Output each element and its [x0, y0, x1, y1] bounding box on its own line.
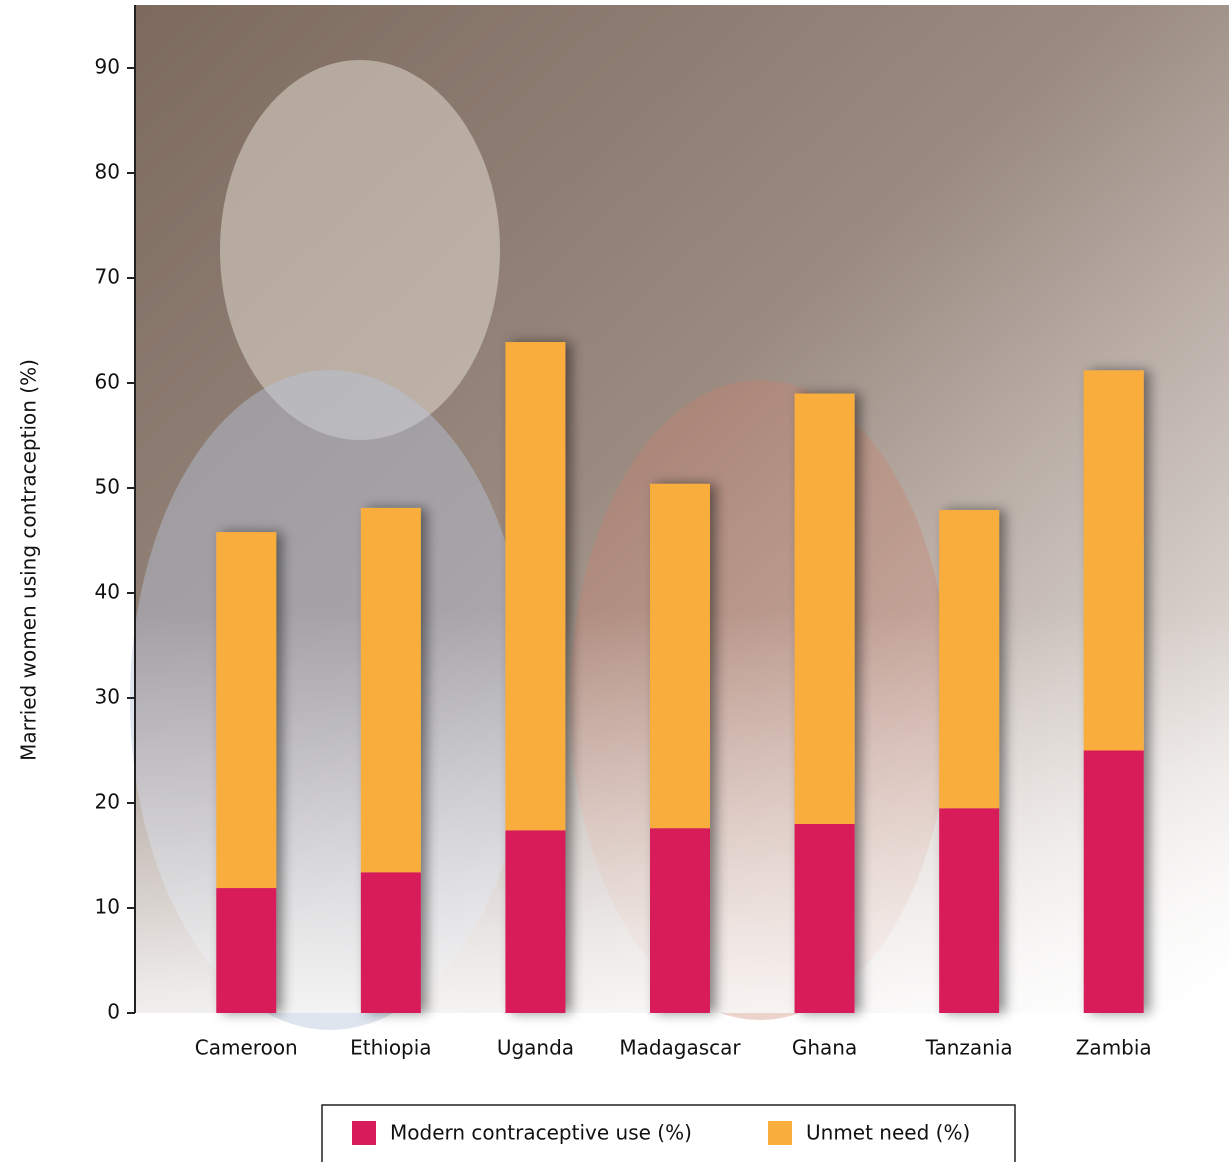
y-tick-label: 70	[95, 265, 120, 289]
bar-segment	[1083, 750, 1144, 1013]
bar-segment	[1083, 370, 1144, 751]
x-tick-label: Cameroon	[195, 1036, 298, 1060]
y-tick-label: 0	[107, 1000, 120, 1024]
bar-stack	[794, 393, 855, 1013]
bar-segment	[939, 510, 1000, 809]
bar-segment	[505, 830, 566, 1013]
bar-stack	[1083, 370, 1144, 1013]
bar-segment	[794, 824, 855, 1013]
bar-stack	[939, 510, 1000, 1013]
bar-segment	[360, 872, 421, 1013]
bar-segment	[505, 342, 566, 831]
bar-segment	[216, 532, 277, 889]
bar-stack	[650, 483, 710, 1013]
y-tick-label: 30	[95, 685, 120, 709]
x-tick-label: Uganda	[497, 1036, 574, 1060]
x-tick-label: Ethiopia	[350, 1036, 431, 1060]
bar-segment	[650, 483, 710, 829]
x-tick-label: Madagascar	[619, 1036, 741, 1060]
bar-segment	[650, 828, 710, 1013]
y-tick-label: 10	[95, 895, 120, 919]
y-tick-label: 60	[95, 370, 120, 394]
bar-stack	[505, 342, 566, 1013]
x-tick-label: Ghana	[792, 1036, 857, 1060]
legend-label: Modern contraceptive use (%)	[390, 1121, 692, 1145]
bar-stack	[216, 532, 277, 1013]
y-tick-label: 90	[95, 55, 120, 79]
y-axis-label: Married women using contraception (%)	[17, 359, 41, 761]
legend-label: Unmet need (%)	[806, 1121, 970, 1145]
y-tick-label: 80	[95, 160, 120, 184]
y-tick-label: 50	[95, 475, 120, 499]
legend-swatch	[768, 1121, 792, 1145]
bar-segment	[360, 507, 421, 873]
y-tick-label: 40	[95, 580, 120, 604]
y-tick-label: 20	[95, 790, 120, 814]
x-tick-label: Tanzania	[925, 1036, 1013, 1060]
bar-segment	[216, 888, 277, 1013]
bar-segment	[939, 808, 1000, 1013]
x-tick-label: Zambia	[1076, 1036, 1152, 1060]
bar-stack	[360, 507, 421, 1013]
legend-box	[321, 1104, 1016, 1162]
legend-swatch	[352, 1121, 376, 1145]
bar-segment	[794, 393, 855, 824]
